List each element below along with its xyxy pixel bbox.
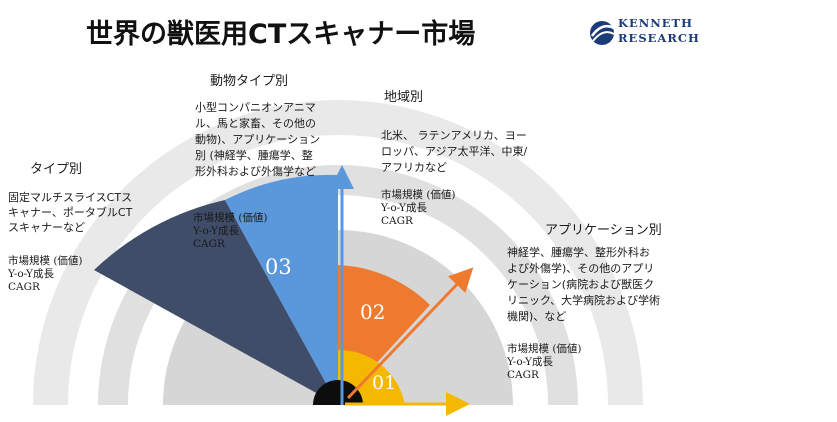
- segment-01-line: ケーション(病院および獣医ク: [507, 278, 655, 291]
- segment-03-header: 動物タイプ別: [210, 74, 289, 89]
- segment-02-header: 地域別: [384, 90, 424, 105]
- segment-03: [225, 174, 338, 405]
- segment-04-number: 04: [145, 318, 175, 344]
- segment-03-line: 形外科および外傷学など: [195, 165, 316, 178]
- segment-04-line: スキャナーなど: [8, 221, 85, 234]
- segment-01-metric: Y-o-Y成長: [507, 356, 553, 368]
- segment-01-metric: 市場規模 (価値): [507, 343, 582, 355]
- segment-01-line: よび外傷学)、その他のアプリ: [507, 262, 655, 275]
- arrow-02: [346, 267, 474, 400]
- segment-01-line: リニック、大学病院および学術: [507, 294, 661, 307]
- segment-02-line: ロッパ、アジア太平洋、中東/: [381, 145, 528, 158]
- segment-01-metric: CAGR: [507, 369, 539, 381]
- segment-02-number: 02: [360, 300, 386, 324]
- segment-01-line: 機関)、など: [507, 310, 567, 323]
- segment-04-metric: CAGR: [8, 281, 40, 293]
- segment-03-number: 03: [265, 255, 292, 279]
- logo-text-line2: RESEARCH: [618, 31, 700, 45]
- segment-04-line: キャナー、ポータブルCT: [8, 206, 133, 219]
- segment-04-header: タイプ別: [30, 162, 83, 177]
- center-hub: [313, 380, 363, 405]
- segment-03-metric: Y-o-Y成長: [193, 225, 239, 237]
- logo-text-line1: KENNETH: [618, 16, 693, 30]
- segment-03-line: 動物)、アプリケーション: [195, 133, 321, 146]
- segment-03-line: 別 (神経学、腫瘍学、整: [195, 149, 313, 162]
- segment-03-line: ル、馬と家畜、その他の: [195, 117, 316, 130]
- segment-04-metric: Y-o-Y成長: [8, 268, 54, 280]
- segment-01-number: 01: [372, 372, 397, 394]
- segment-03-metric: 市場規模 (価値): [193, 212, 268, 224]
- segment-03-metric: CAGR: [193, 238, 225, 250]
- segment-01-line: 神経学、腫瘍学、整形外科お: [507, 246, 650, 259]
- kenneth-research-logo: [590, 21, 615, 45]
- segment-02-metric: Y-o-Y成長: [381, 202, 427, 214]
- segment-03-line: 小型コンパニオンアニマ: [195, 101, 316, 114]
- segment-02-line: 北米、 ラテンアメリカ、ヨー: [381, 129, 527, 142]
- segment-02-line: アフリカなど: [381, 161, 447, 174]
- segment-04-metric: 市場規模 (価値): [8, 255, 83, 267]
- page-title: 世界の獣医用CTスキャナー市場: [86, 19, 476, 50]
- segment-04-line: 固定マルチスライスCTス: [8, 191, 133, 204]
- segment-02-metric: CAGR: [381, 215, 413, 227]
- segment-01-header: アプリケーション別: [545, 223, 662, 238]
- segment-02-metric: 市場規模 (価値): [381, 189, 456, 201]
- segment-04: [94, 200, 338, 405]
